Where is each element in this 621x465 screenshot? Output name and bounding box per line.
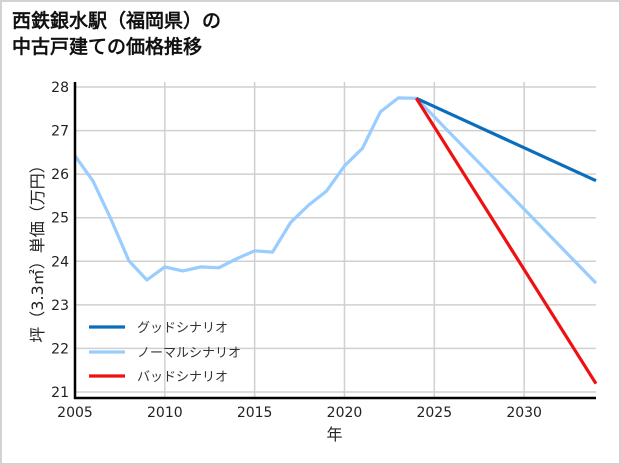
- axes: [73, 82, 596, 400]
- x-axis-label: 年: [326, 425, 342, 444]
- series-line: [414, 97, 598, 385]
- x-tick-label: 2030: [506, 405, 542, 421]
- y-tick-label: 28: [51, 80, 69, 96]
- x-tick-label: 2025: [416, 405, 452, 421]
- x-tick-label: 2010: [147, 405, 183, 421]
- series-line: [415, 96, 597, 183]
- y-tick-label: 23: [51, 298, 69, 314]
- x-axis-ticks: 2005 2010 2015 2020 2025 2030: [57, 405, 542, 421]
- y-tick-label: 24: [51, 254, 69, 270]
- y-tick-label: 26: [51, 167, 69, 183]
- legend-label: ノーマルシナリオ: [137, 346, 241, 361]
- legend-item: バッドシナリオ: [89, 370, 228, 385]
- y-tick-label: 21: [51, 385, 69, 401]
- legend-item: ノーマルシナリオ: [89, 346, 241, 361]
- series-line: [73, 96, 598, 285]
- chart-title-line2: 中古戸建ての価格推移: [12, 36, 203, 58]
- x-tick-label: 2020: [327, 405, 363, 421]
- chart-title-line1: 西鉄銀水駅（福岡県）の: [12, 10, 222, 32]
- x-tick-label: 2015: [237, 405, 273, 421]
- y-tick-label: 27: [51, 124, 69, 140]
- y-axis-label: 坪（3.3㎡）単価（万円）: [28, 157, 47, 342]
- y-tick-label: 25: [51, 211, 69, 227]
- y-axis-ticks: 21 22 23 24 25 26 27 28: [51, 80, 69, 401]
- legend-label: バッドシナリオ: [137, 370, 228, 385]
- legend-label: グッドシナリオ: [137, 321, 228, 336]
- chart-title: 西鉄銀水駅（福岡県）の 中古戸建ての価格推移: [12, 8, 221, 60]
- x-tick-label: 2005: [57, 405, 93, 421]
- legend-item: グッドシナリオ: [89, 321, 228, 336]
- data-lines: [73, 96, 598, 385]
- y-tick-label: 22: [51, 341, 69, 357]
